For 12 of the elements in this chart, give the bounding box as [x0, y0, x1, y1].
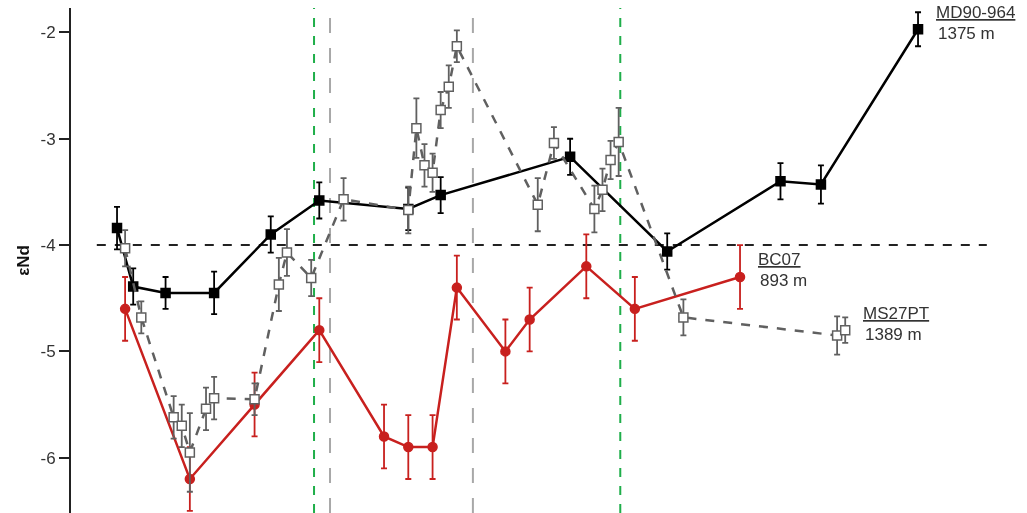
series-label: MS27PT	[863, 304, 930, 323]
y-tick-label: -3	[40, 129, 56, 149]
y-tick-label: -2	[40, 23, 56, 43]
y-axis-title: εNd	[13, 245, 33, 276]
series-label: MD90-964	[936, 3, 1016, 22]
y-tick-label: -4	[40, 236, 56, 256]
annotation: 893 m	[760, 271, 808, 290]
series-label: BC07	[758, 250, 801, 269]
y-tick-label: -5	[40, 342, 56, 362]
annotation: 1375 m	[938, 24, 995, 43]
annotation: 1389 m	[865, 325, 922, 344]
y-tick-label: -6	[40, 448, 56, 468]
